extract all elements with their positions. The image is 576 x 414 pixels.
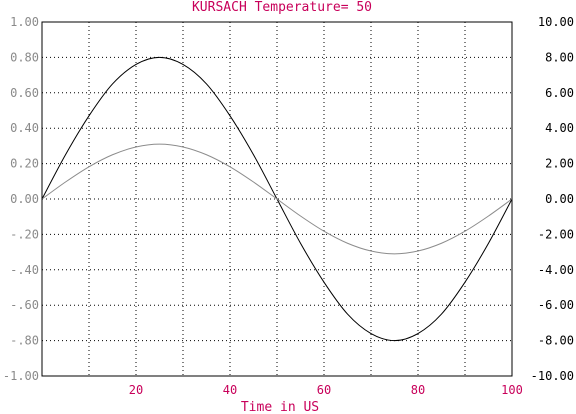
x-tick-label: 80 (411, 383, 425, 397)
right-tick-label: 0.00 (545, 192, 574, 206)
x-axis-ticks: 20 40 60 80 100 (129, 383, 523, 397)
x-tick-label: 40 (223, 383, 237, 397)
right-axis-ticks: 10.00 8.00 6.00 4.00 2.00 0.00 -2.00 -4.00 -6.00… (531, 15, 574, 383)
plot-frame (41, 21, 513, 377)
left-tick-label: -.60 (10, 298, 39, 312)
left-tick-label: -.20 (10, 227, 39, 241)
series-layer (41, 56, 513, 342)
right-tick-label: 8.00 (545, 50, 574, 64)
left-tick-label: 0.60 (10, 86, 39, 100)
x-axis-label: Time in US (241, 400, 319, 414)
left-axis-ticks: 1.00 0.80 0.60 0.40 0.20 0.00 -.20 -.40 -.60 -.80… (3, 15, 39, 383)
right-tick-label: 4.00 (545, 121, 574, 135)
right-tick-label: -2.00 (538, 227, 574, 241)
x-tick-label: 60 (317, 383, 331, 397)
left-tick-label: 0.20 (10, 157, 39, 171)
left-tick-label: -.80 (10, 334, 39, 348)
right-tick-label: -10.00 (531, 369, 574, 383)
right-tick-label: 6.00 (545, 86, 574, 100)
left-tick-label: 0.40 (10, 121, 39, 135)
right-tick-label: -8.00 (538, 334, 574, 348)
x-tick-label: 20 (129, 383, 143, 397)
x-tick-label: 100 (501, 383, 523, 397)
left-tick-label: 0.80 (10, 50, 39, 64)
left-tick-label: 0.00 (10, 192, 39, 206)
right-tick-label: -6.00 (538, 298, 574, 312)
right-tick-label: 10.00 (538, 15, 574, 29)
left-tick-label: -1.00 (3, 369, 39, 383)
left-tick-label: 1.00 (10, 15, 39, 29)
right-tick-label: -4.00 (538, 263, 574, 277)
chart-title: KURSACH Temperature= 50 (192, 0, 372, 15)
series-line-2 (41, 143, 513, 255)
right-tick-label: 2.00 (545, 157, 574, 171)
left-tick-label: -.40 (10, 263, 39, 277)
